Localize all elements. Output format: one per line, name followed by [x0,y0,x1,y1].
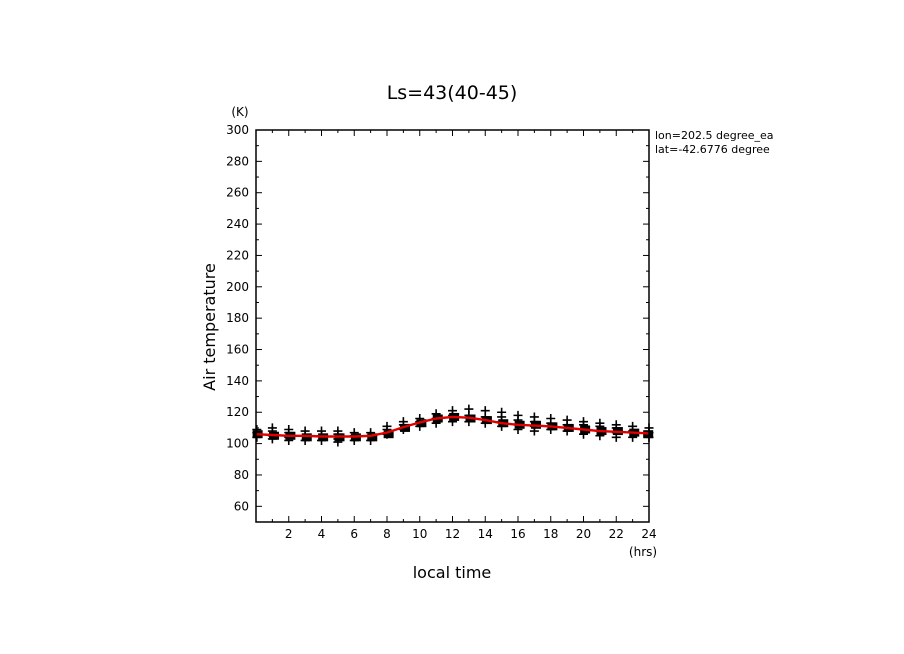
x-tick-label: 4 [318,527,326,541]
chart-title: Ls=43(40-45) [387,82,518,104]
plot-area [252,404,654,447]
plot-frame [255,129,650,523]
x-tick-label: 2 [285,527,293,541]
x-tick-label: 20 [576,527,591,541]
x-tick-label: 24 [641,527,656,541]
x-tick-label: 16 [510,527,525,541]
y-tick-label: 80 [234,468,249,482]
data-point-square [383,430,394,439]
x-tick-label: 22 [609,527,624,541]
y-tick-label: 140 [226,374,249,388]
annotation-lat: lat=-42.6776 degree [655,143,770,156]
x-tick-label: 8 [383,527,391,541]
y-axis-unit: (K) [231,105,248,119]
y-tick-label: 120 [226,405,249,419]
data-point-square [400,423,411,432]
y-tick-label: 180 [226,311,249,325]
y-tick-label: 200 [226,280,249,294]
data-point-square [367,433,378,442]
y-tick-label: 220 [226,248,249,262]
x-tick-label: 18 [543,527,558,541]
y-tick-label: 100 [226,437,249,451]
x-axis-unit: (hrs) [629,545,657,559]
x-tick-label: 14 [478,527,493,541]
annotation-lon: lon=202.5 degree_ea [655,129,774,142]
data-point-square [301,433,312,442]
x-tick-label: 10 [412,527,427,541]
x-axis-label: local time [413,563,492,582]
y-tick-label: 60 [234,499,249,513]
x-tick-label: 12 [445,527,460,541]
axis-ticks [255,129,650,523]
x-tick-label: 6 [350,527,358,541]
y-tick-label: 300 [226,123,249,137]
y-axis-label: Air temperature [200,263,219,391]
y-tick-label: 280 [226,154,249,168]
fit-line [255,415,650,438]
y-tick-label: 260 [226,186,249,200]
y-tick-label: 160 [226,343,249,357]
y-tick-label: 240 [226,217,249,231]
